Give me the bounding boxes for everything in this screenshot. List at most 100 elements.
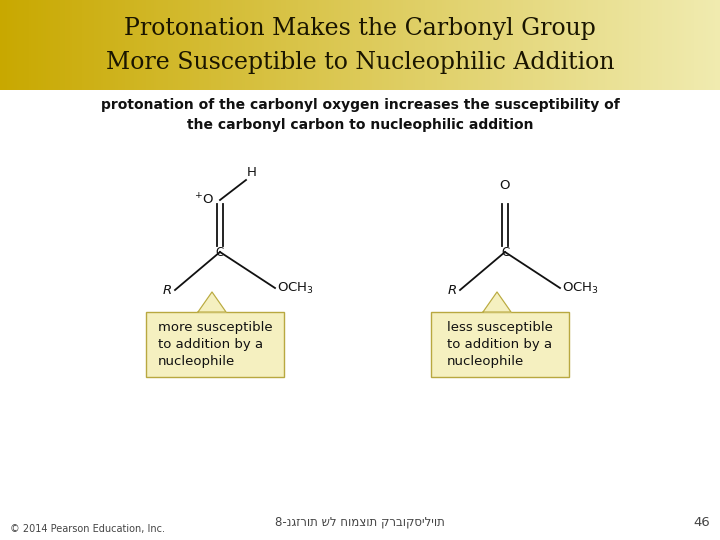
Bar — [315, 0, 318, 90]
Text: more susceptible
to addition by a
nucleophile: more susceptible to addition by a nucleo… — [158, 321, 272, 368]
Bar — [461, 0, 464, 90]
Text: More Susceptible to Nucleophilic Addition: More Susceptible to Nucleophilic Additio… — [106, 51, 614, 73]
Bar — [199, 0, 202, 90]
Bar — [269, 0, 272, 90]
Bar — [706, 0, 709, 90]
Bar — [322, 0, 325, 90]
Bar — [672, 0, 675, 90]
Bar — [624, 0, 627, 90]
Text: C: C — [216, 246, 224, 259]
Bar — [274, 0, 277, 90]
Bar — [675, 0, 678, 90]
Bar — [245, 0, 248, 90]
Bar — [646, 0, 649, 90]
Bar — [235, 0, 238, 90]
Bar — [387, 0, 390, 90]
Bar — [9, 0, 13, 90]
Bar — [413, 0, 416, 90]
Bar — [156, 0, 159, 90]
Bar — [2, 0, 6, 90]
Bar — [144, 0, 148, 90]
Bar — [490, 0, 493, 90]
Bar — [542, 0, 546, 90]
Bar — [324, 0, 328, 90]
Bar — [355, 0, 359, 90]
Bar — [295, 0, 299, 90]
Bar — [120, 0, 123, 90]
Bar — [81, 0, 85, 90]
Bar — [648, 0, 652, 90]
Bar — [22, 0, 25, 90]
Bar — [526, 0, 529, 90]
Bar — [480, 0, 483, 90]
Bar — [574, 0, 577, 90]
Bar — [629, 0, 632, 90]
Bar — [559, 0, 562, 90]
Bar — [495, 0, 498, 90]
Bar — [259, 0, 263, 90]
Bar — [329, 0, 332, 90]
Bar — [240, 0, 243, 90]
Bar — [204, 0, 207, 90]
Bar — [319, 0, 323, 90]
Bar — [427, 0, 431, 90]
Bar — [713, 0, 716, 90]
Text: Protonation Makes the Carbonyl Group: Protonation Makes the Carbonyl Group — [124, 17, 596, 39]
Bar — [38, 0, 42, 90]
Bar — [221, 0, 224, 90]
Bar — [641, 0, 644, 90]
Bar — [194, 0, 198, 90]
Bar — [686, 0, 690, 90]
Text: $^{+}$O: $^{+}$O — [194, 192, 214, 208]
Bar — [446, 0, 450, 90]
Bar — [24, 0, 27, 90]
Bar — [405, 0, 409, 90]
Bar — [250, 0, 253, 90]
Bar — [290, 0, 294, 90]
Bar — [466, 0, 469, 90]
Bar — [557, 0, 560, 90]
Bar — [115, 0, 119, 90]
Bar — [166, 0, 169, 90]
Bar — [55, 0, 58, 90]
Bar — [137, 0, 140, 90]
Bar — [271, 0, 274, 90]
Bar — [214, 0, 217, 90]
Bar — [634, 0, 637, 90]
Bar — [662, 0, 666, 90]
Bar — [358, 0, 361, 90]
Bar — [264, 0, 267, 90]
Bar — [293, 0, 296, 90]
Bar — [58, 0, 61, 90]
Bar — [43, 0, 47, 90]
Bar — [257, 0, 260, 90]
Bar — [283, 0, 287, 90]
Bar — [372, 0, 375, 90]
Bar — [336, 0, 339, 90]
Bar — [225, 0, 229, 90]
Bar — [449, 0, 452, 90]
Text: H: H — [247, 166, 257, 179]
Bar — [389, 0, 392, 90]
Text: C: C — [501, 246, 509, 259]
Bar — [538, 0, 541, 90]
Bar — [161, 0, 164, 90]
Bar — [585, 0, 589, 90]
Bar — [605, 0, 608, 90]
Bar — [454, 0, 457, 90]
Text: protonation of the carbonyl oxygen increases the susceptibility of
the carbonyl : protonation of the carbonyl oxygen incre… — [101, 98, 619, 132]
Bar — [482, 0, 486, 90]
Bar — [444, 0, 447, 90]
Bar — [12, 0, 15, 90]
Bar — [497, 0, 500, 90]
Bar — [113, 0, 116, 90]
Bar — [185, 0, 188, 90]
Bar — [360, 0, 364, 90]
Bar — [540, 0, 544, 90]
Bar — [516, 0, 519, 90]
Bar — [384, 0, 387, 90]
Bar — [151, 0, 155, 90]
Bar — [677, 0, 680, 90]
Bar — [48, 0, 51, 90]
Bar — [451, 0, 454, 90]
